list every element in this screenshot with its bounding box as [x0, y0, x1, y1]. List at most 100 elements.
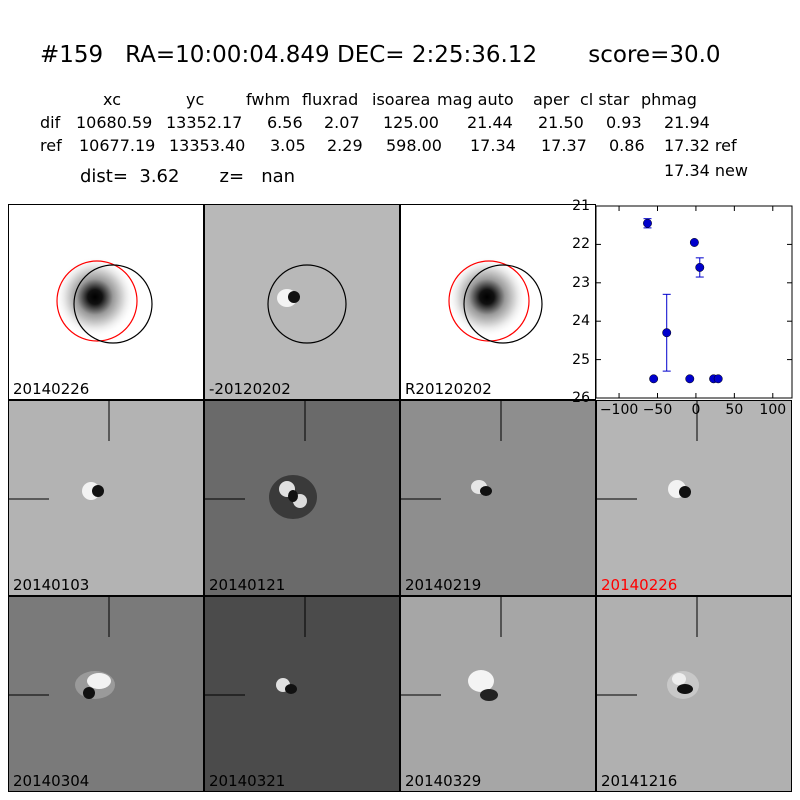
x-tick-label: −100 — [599, 402, 639, 418]
stamp-image — [597, 401, 698, 500]
x-tick-label: 100 — [759, 402, 787, 418]
stamp-label: 20140329 — [405, 772, 482, 790]
cell: 17.32 ref — [664, 136, 737, 155]
stamp-epoch: 20140219 — [400, 400, 596, 596]
object-title: #159 RA=10:00:04.849 DEC= 2:25:36.12 sco… — [40, 42, 721, 68]
stamp-label: 20140121 — [209, 576, 286, 594]
black-aperture-circle — [463, 264, 543, 344]
x-tick-label: 50 — [725, 402, 744, 418]
cell: 21.50 — [538, 113, 584, 132]
stamp-epoch: 20140304 — [8, 596, 204, 792]
stamp-label: R20120202 — [405, 380, 492, 398]
stamp-epoch: 20140103 — [8, 400, 204, 596]
data-point — [649, 374, 659, 384]
stamp-image — [9, 597, 115, 699]
distance-readout: dist= 3.62 z= nan — [80, 166, 296, 187]
y-tick-label: 23 — [572, 274, 590, 291]
stamp-epoch: 20140321 — [204, 596, 400, 792]
stamp-image — [267, 264, 347, 344]
blob-dark — [677, 684, 693, 694]
blob-light — [468, 670, 494, 692]
stamp-image — [401, 597, 502, 701]
y-tick-label: 22 — [572, 236, 590, 253]
data-point — [713, 374, 723, 384]
stamp-epoch: 20140121 — [204, 400, 400, 596]
black-aperture-circle — [73, 264, 153, 344]
source-blob — [55, 257, 135, 337]
x-tick-label: −50 — [642, 402, 673, 418]
stamp-image — [447, 257, 543, 344]
new-phmag: 17.34 new — [664, 161, 748, 180]
cell: 10680.59 — [76, 113, 153, 132]
cell: 125.00 — [383, 113, 439, 132]
blob-dark — [480, 486, 492, 496]
cell: 2.07 — [324, 113, 360, 132]
y-tick-label: 24 — [572, 313, 590, 330]
stamp-image — [597, 597, 699, 699]
col-header: isoarea — [372, 90, 431, 109]
col-header: fluxrad — [302, 90, 359, 109]
stamp-label: 20140226 — [601, 576, 678, 594]
stamp-image — [9, 401, 110, 500]
stamp-image — [401, 401, 502, 500]
stamp-label: 20141216 — [601, 772, 678, 790]
col-header: cl star — [580, 90, 630, 109]
cell: 13352.17 — [166, 113, 243, 132]
data-point — [689, 238, 699, 247]
stamp-epoch-current: 20140226 — [596, 400, 792, 596]
cell: 6.56 — [267, 113, 303, 132]
blob-dark — [83, 687, 95, 699]
blob-dark — [679, 486, 691, 498]
data-point — [695, 262, 705, 272]
row-label: dif — [40, 113, 61, 132]
source-blob-dark — [288, 291, 300, 303]
cell: 21.94 — [664, 113, 710, 132]
stamp-new: 20140226 — [8, 204, 204, 400]
col-header: mag auto — [437, 90, 514, 109]
stamp-label: 20140321 — [209, 772, 286, 790]
blob-dark — [92, 485, 104, 497]
cell: 598.00 — [386, 136, 442, 155]
cell: 3.05 — [270, 136, 306, 155]
stamp-image — [55, 257, 153, 344]
col-header: xc — [103, 90, 121, 109]
stamp-image — [205, 401, 317, 519]
cell: 17.34 — [470, 136, 516, 155]
stamp-image — [205, 597, 306, 696]
stamp-label: 20140103 — [13, 576, 90, 594]
blob-light — [87, 673, 111, 689]
black-aperture-circle — [267, 264, 347, 344]
col-header: fwhm — [246, 90, 291, 109]
col-header: yc — [186, 90, 205, 109]
stamp-epoch: 20140329 — [400, 596, 596, 792]
stamp-label: 20140219 — [405, 576, 482, 594]
stamp-diff: -20120202 — [204, 204, 400, 400]
x-tick-label: 0 — [691, 402, 701, 418]
col-header: aper — [533, 90, 570, 109]
stamp-label: 20140226 — [13, 380, 90, 398]
cell: 13353.40 — [169, 136, 246, 155]
data-point — [662, 328, 672, 338]
stamp-label: 20140304 — [13, 772, 90, 790]
source-blob — [447, 257, 527, 337]
cell: 21.44 — [467, 113, 513, 132]
light-curve-plot — [595, 205, 793, 399]
blob-light — [672, 673, 686, 685]
blob-dark — [288, 490, 298, 502]
data-point — [643, 218, 652, 228]
cell: 0.86 — [609, 136, 645, 155]
stamp-label: -20120202 — [209, 380, 291, 398]
row-label: ref — [40, 136, 62, 155]
red-aperture-circle — [56, 260, 138, 342]
cell: 2.29 — [327, 136, 363, 155]
blob-dark — [480, 689, 498, 701]
y-tick-label: 26 — [572, 390, 590, 406]
cell: 17.37 — [541, 136, 587, 155]
plot-frame — [595, 205, 793, 399]
stamp-ref: R20120202 — [400, 204, 596, 400]
col-header: phmag — [641, 90, 697, 109]
cell: 0.93 — [606, 113, 642, 132]
stamp-epoch: 20141216 — [596, 596, 792, 792]
y-tick-label: 21 — [572, 198, 590, 214]
blob-dark — [285, 684, 297, 694]
